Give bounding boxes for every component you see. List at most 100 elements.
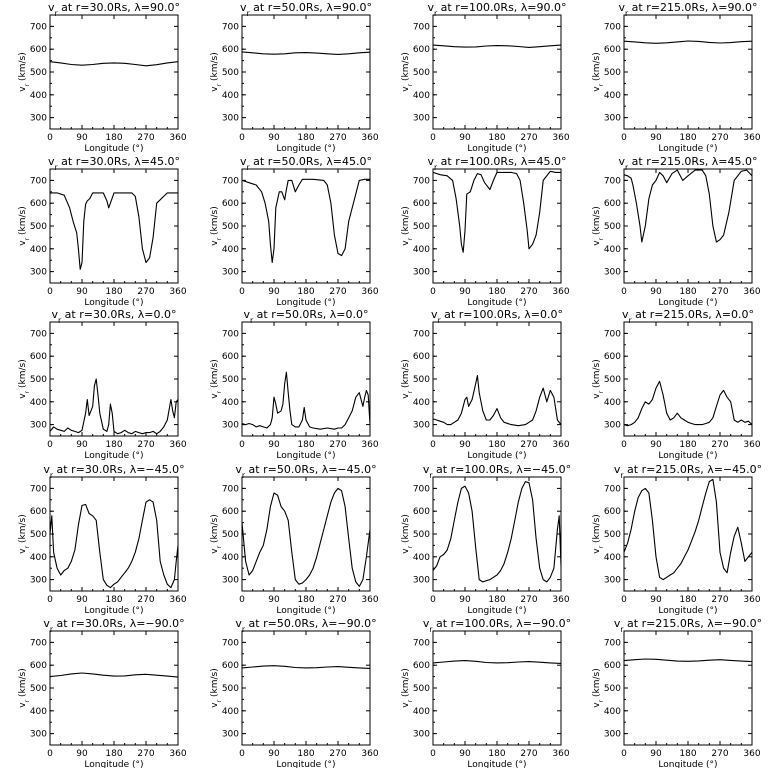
x-tick-label: 0 (621, 595, 627, 605)
panel-title-symbol: v (48, 1, 55, 14)
y-tick-label: 500 (604, 222, 621, 232)
panel-0: vr at r=30.0Rs, λ=90.0°0 90 180 270 36030040… (18, 1, 187, 154)
y-axis-label-text: (km/s) (401, 359, 411, 391)
x-tick-label: 90 (459, 133, 471, 143)
panel-title-text: at r=50.0Rs, λ=0.0° (253, 308, 368, 321)
y-tick-label: 600 (30, 199, 47, 209)
panel-title-subscript: r (437, 316, 441, 325)
x-tick-label: 90 (268, 440, 280, 450)
x-tick-label: 270 (520, 133, 537, 143)
panel-title-symbol: v (235, 463, 242, 476)
panel-5: vr at r=50.0Rs, λ=45.0°0 90 180 270 36030040… (210, 155, 379, 308)
x-tick-label: 0 (47, 749, 53, 759)
velocity-curve (49, 378, 179, 435)
panel-title-symbol: v (431, 308, 438, 321)
x-tick-label: 270 (520, 440, 537, 450)
y-tick-label: 400 (604, 91, 621, 101)
x-axis-label: Longitude (°) (467, 451, 526, 461)
y-tick-label: 300 (604, 576, 621, 586)
x-axis-label: Longitude (°) (84, 298, 143, 308)
panel-title: vr at r=215.0Rs, λ=45.0° (618, 155, 757, 172)
x-tick-label: 90 (268, 133, 280, 143)
y-axis-label: vr (km/s) (210, 52, 223, 92)
y-tick-label: 300 (222, 268, 239, 278)
y-tick-label: 300 (413, 268, 430, 278)
panel-1: vr at r=50.0Rs, λ=90.0°0 90 180 270 36030040… (210, 1, 379, 154)
y-tick-label: 400 (604, 553, 621, 563)
x-tick-label: 270 (711, 133, 728, 143)
y-axis-label-subscript: r (598, 699, 605, 702)
y-tick-label: 300 (222, 576, 239, 586)
y-axis-label-symbol: v (210, 548, 220, 554)
y-tick-label: 700 (413, 176, 430, 186)
y-axis-label-symbol: v (592, 240, 602, 246)
velocity-curve (241, 51, 371, 55)
panel-title-symbol: v (243, 308, 250, 321)
panel-title-text: at r=215.0Rs, λ=−90.0° (624, 617, 763, 630)
y-tick-label: 500 (30, 68, 47, 78)
x-tick-label: 360 (169, 287, 186, 297)
x-tick-label: 270 (520, 595, 537, 605)
x-tick-label: 0 (430, 287, 436, 297)
panel-title-symbol: v (423, 617, 430, 630)
y-axis-label: vr (km/s) (18, 668, 31, 708)
x-tick-label: 360 (361, 749, 378, 759)
panel-title: vr at r=50.0Rs, λ=−90.0° (235, 617, 376, 634)
panel-title-symbol: v (423, 463, 430, 476)
y-tick-label: 300 (413, 730, 430, 740)
panel-title-subscript: r (246, 163, 250, 172)
panel-title-text: at r=215.0Rs, λ=0.0° (632, 308, 754, 321)
y-tick-label: 600 (604, 661, 621, 671)
panel-title-subscript: r (54, 9, 58, 18)
y-tick-label: 500 (604, 530, 621, 540)
y-tick-label: 400 (413, 91, 430, 101)
x-tick-label: 270 (329, 133, 346, 143)
velocity-curve (49, 61, 179, 67)
y-axis-label-symbol: v (18, 393, 28, 399)
y-axis-label-symbol: v (401, 86, 411, 92)
y-tick-label: 700 (413, 22, 430, 32)
velocity-curve (241, 371, 371, 430)
panel-title: vr at r=100.0Rs, λ=0.0° (431, 308, 563, 325)
plot-frame (623, 14, 753, 130)
y-axis-label: vr (km/s) (592, 52, 605, 92)
y-axis-label-symbol: v (210, 702, 220, 708)
panel-title-subscript: r (429, 471, 433, 480)
x-tick-label: 90 (268, 595, 280, 605)
panel-title: vr at r=30.0Rs, λ=−45.0° (43, 463, 184, 480)
panel-title-symbol: v (622, 308, 629, 321)
panel-8: vr at r=30.0Rs, λ=0.0°0 90 180 270 360300400… (18, 308, 187, 461)
x-tick-label: 180 (105, 749, 122, 759)
panel-19: vr at r=215.0Rs, λ=−90.0°0 90 180 270 360300… (592, 617, 762, 768)
x-tick-label: 360 (361, 595, 378, 605)
plot-frame (241, 476, 371, 592)
x-axis-label: Longitude (°) (276, 760, 335, 768)
y-tick-label: 400 (413, 707, 430, 717)
y-axis-label-text: (km/s) (592, 359, 602, 391)
y-axis-label-text: (km/s) (592, 206, 602, 238)
y-tick-label: 700 (222, 22, 239, 32)
x-tick-label: 0 (621, 749, 627, 759)
y-tick-label: 700 (604, 484, 621, 494)
panel-title-subscript: r (250, 316, 254, 325)
panel-10: vr at r=100.0Rs, λ=0.0°0 90 180 270 36030040… (401, 308, 570, 461)
x-tick-label: 90 (650, 595, 662, 605)
y-tick-label: 500 (30, 684, 47, 694)
y-axis-label-text: (km/s) (210, 52, 220, 84)
plot-frame (49, 630, 179, 746)
panel-6: vr at r=100.0Rs, λ=45.0°0 90 180 270 3603004… (401, 155, 570, 308)
y-tick-label: 400 (413, 398, 430, 408)
x-tick-label: 0 (430, 749, 436, 759)
y-tick-label: 600 (413, 352, 430, 362)
y-axis-label-subscript: r (24, 237, 31, 240)
y-tick-label: 500 (30, 375, 47, 385)
panel-9: vr at r=50.0Rs, λ=0.0°0 90 180 270 360300400… (210, 308, 379, 461)
y-axis-label: vr (km/s) (18, 52, 31, 92)
x-tick-label: 270 (137, 440, 154, 450)
y-axis-label-text: (km/s) (210, 206, 220, 238)
plot-frame (623, 476, 753, 592)
x-tick-label: 270 (329, 287, 346, 297)
x-tick-label: 0 (239, 440, 245, 450)
x-tick-label: 360 (169, 595, 186, 605)
